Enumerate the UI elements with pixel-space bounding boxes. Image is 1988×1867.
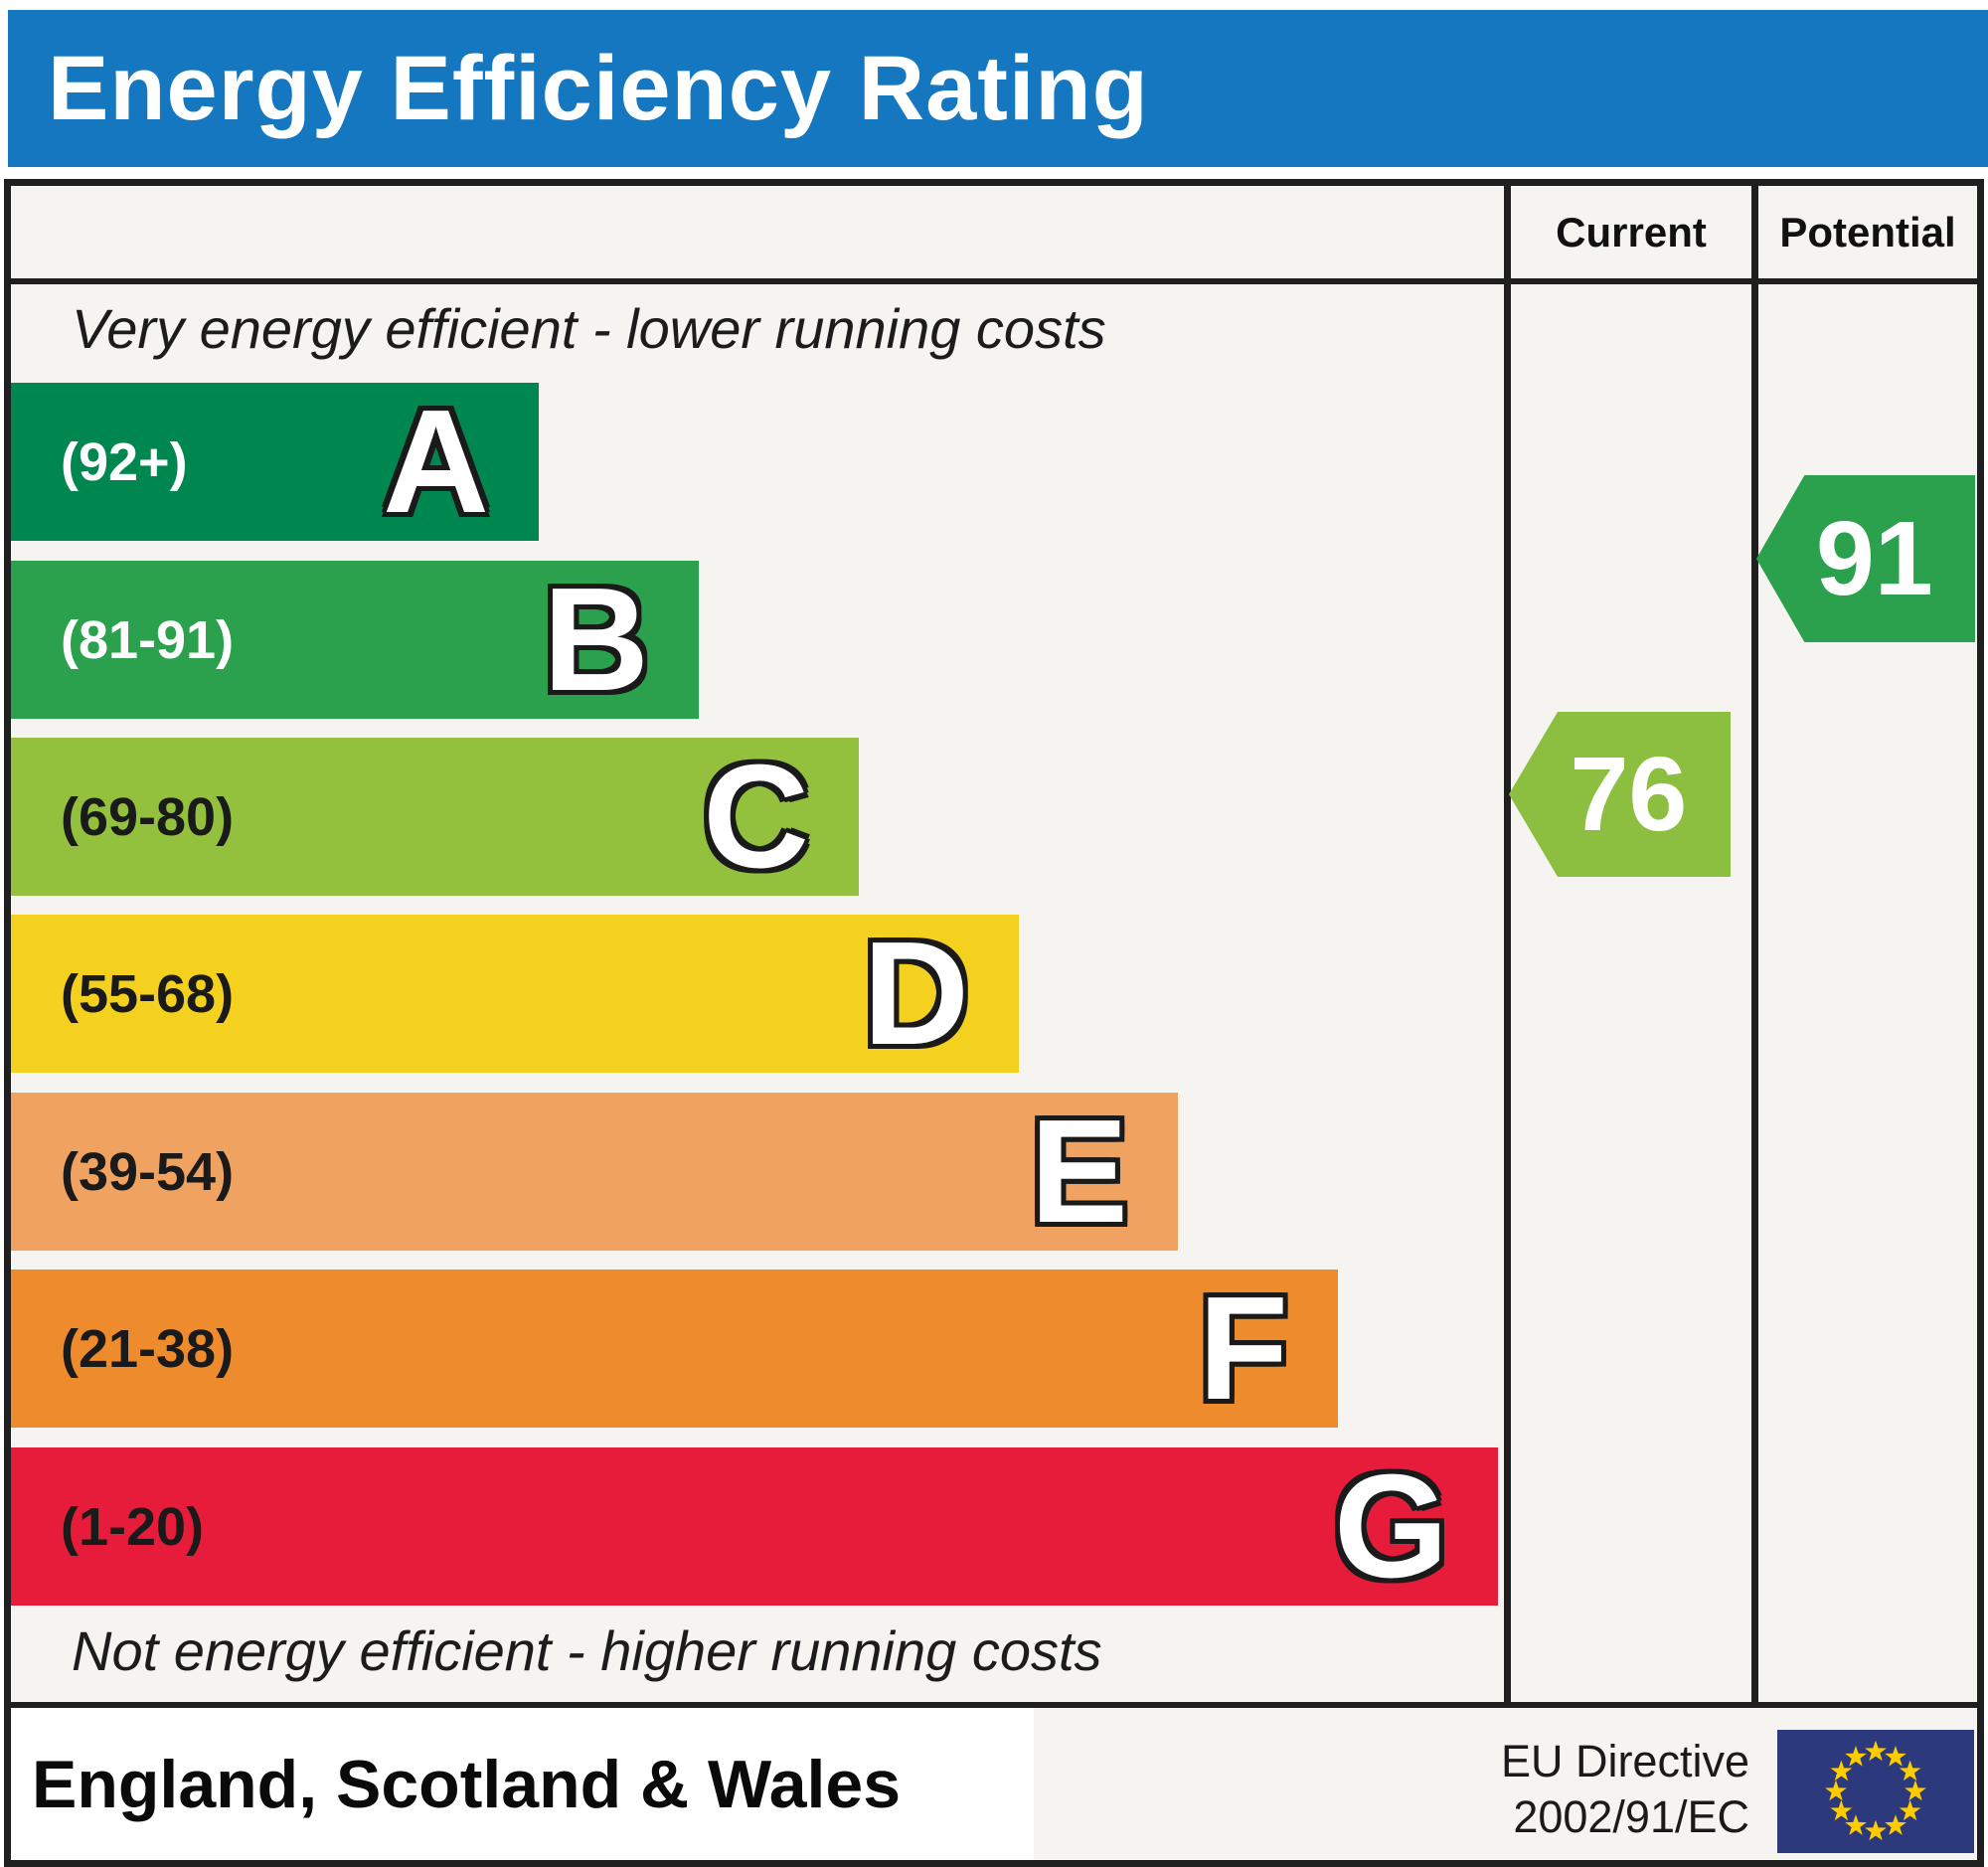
band-letter: F — [1198, 1266, 1288, 1431]
band-range-label: (1-20) — [61, 1496, 205, 1557]
table-border-left — [4, 179, 11, 1867]
rating-band: (55-68) D — [11, 915, 1019, 1073]
page-title: Energy Efficiency Rating — [48, 38, 1149, 139]
potential-column-divider — [1751, 179, 1758, 1708]
top-note: Very energy efficient - lower running co… — [72, 297, 1106, 360]
rating-band: (81-91) B — [11, 561, 699, 719]
band-letter: A — [383, 379, 489, 544]
bottom-note: Not energy efficient - higher running co… — [72, 1619, 1102, 1682]
eu-directive-line2: 2002/91/EC — [1513, 1791, 1749, 1842]
table-border-top — [4, 179, 1984, 186]
current-column-divider — [1504, 179, 1511, 1708]
eu-directive-line1: EU Directive — [1500, 1736, 1749, 1786]
rating-band: (39-54) E — [11, 1093, 1178, 1251]
potential-rating-arrow: 91 — [1756, 475, 1975, 642]
current-column-header: Current — [1556, 208, 1707, 255]
band-letter: G — [1333, 1443, 1448, 1609]
table-border-right — [1977, 179, 1984, 1867]
rating-band: (92+) A — [11, 383, 539, 541]
footer-region-panel — [11, 1708, 1034, 1860]
table-border-bottom — [4, 1860, 1984, 1867]
potential-column-header: Potential — [1779, 208, 1956, 255]
band-range-label: (81-91) — [61, 609, 235, 670]
eu-flag-icon — [1777, 1730, 1974, 1853]
band-range-label: (69-80) — [61, 786, 235, 847]
potential-rating-value: 91 — [1815, 500, 1933, 617]
header-separator — [4, 278, 1984, 284]
band-letter: B — [543, 557, 649, 722]
band-letter: E — [1030, 1089, 1128, 1254]
rating-band: (69-80) C — [11, 738, 859, 896]
current-rating-arrow: 76 — [1509, 712, 1731, 877]
footer-separator — [4, 1702, 1984, 1708]
rating-band: (1-20) G — [11, 1447, 1498, 1606]
band-letter: C — [703, 734, 809, 899]
band-range-label: (21-38) — [61, 1318, 235, 1379]
current-rating-value: 76 — [1570, 736, 1688, 853]
band-range-label: (92+) — [61, 431, 188, 492]
band-letter: D — [863, 911, 969, 1076]
footer-region-label: England, Scotland & Wales — [32, 1746, 902, 1822]
eu-directive-text: EU Directive 2002/91/EC — [1392, 1734, 1749, 1845]
band-range-label: (39-54) — [61, 1141, 235, 1202]
title-bar: Energy Efficiency Rating — [8, 10, 1988, 167]
rating-band: (21-38) F — [11, 1270, 1338, 1428]
band-range-label: (55-68) — [61, 963, 235, 1024]
